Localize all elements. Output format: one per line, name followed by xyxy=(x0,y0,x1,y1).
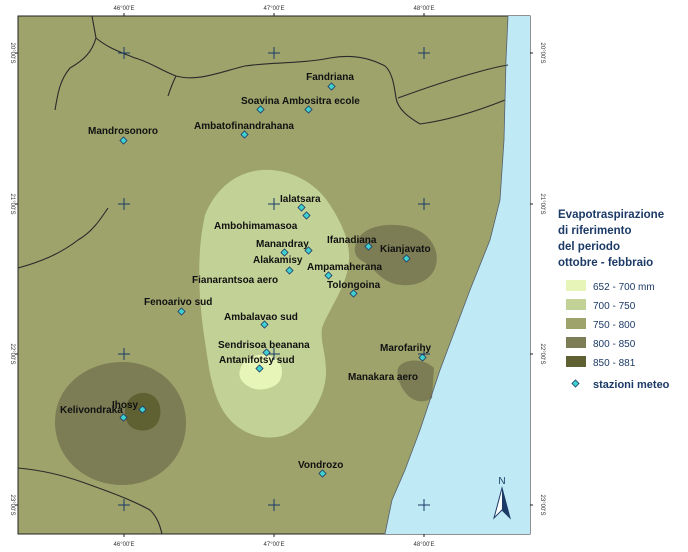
legend-class-700-750: 700 - 750 xyxy=(593,301,636,312)
north-arrow-label: N xyxy=(498,476,505,487)
legend-swatch-750-800 xyxy=(566,318,586,329)
lat-label-22-left: 22°00'S xyxy=(9,344,15,365)
station-label: Mandrosonoro xyxy=(88,126,158,137)
lat-label-20-right: 20°00'S xyxy=(539,43,545,64)
legend-class-850-881: 850 - 881 xyxy=(593,358,636,369)
zone-800-850-southwest xyxy=(55,362,186,485)
station-label: Tolongoina xyxy=(327,280,381,291)
station-ampamaherana[interactable]: Ampamaherana xyxy=(307,262,382,280)
legend-class-652-700: 652 - 700 mm xyxy=(593,282,655,293)
north-arrow: N xyxy=(493,476,511,520)
lon-label-47-bottom: 47°00'E xyxy=(264,542,285,548)
sea-area xyxy=(385,16,530,534)
station-ambatofinandrahana[interactable]: Ambatofinandrahana xyxy=(194,121,294,139)
station-label: Vondrozo xyxy=(298,460,343,471)
lat-label-23-right: 23°00'S xyxy=(539,495,545,516)
station-ambohimamasoa[interactable]: Ambohimamasoa xyxy=(214,221,298,232)
station-ialatsara[interactable]: Ialatsara xyxy=(280,194,321,220)
lon-label-47-top: 47°00'E xyxy=(264,6,285,12)
station-sendrisoa-beanana[interactable]: Sendrisoa beanana xyxy=(218,340,310,357)
station-tolongoina[interactable]: Tolongoina xyxy=(327,280,381,298)
station-kianjavato[interactable]: Kianjavato xyxy=(380,244,431,263)
station-label: Ihosy xyxy=(112,400,139,411)
station-marofarihy[interactable]: Marofarihy xyxy=(380,343,432,362)
lat-label-23-left: 23°00'S xyxy=(9,495,15,516)
station-soavina[interactable]: Soavina xyxy=(241,96,280,114)
station-label: Sendrisoa beanana xyxy=(218,340,310,351)
lat-label-20-left: 20°00'S xyxy=(9,43,15,64)
station-label: Fenoarivo sud xyxy=(144,297,212,308)
station-manandray[interactable]: Manandray xyxy=(256,239,313,257)
station-label: Ifanadiana xyxy=(327,235,377,246)
station-ambositra-ecole[interactable]: Ambositra ecole xyxy=(282,96,360,114)
zone-800-850-manakara xyxy=(397,360,434,402)
legend-title-line-4: ottobre - febbraio xyxy=(558,257,653,269)
boundaries xyxy=(17,15,509,535)
station-alakamisy[interactable]: Alakamisy xyxy=(253,255,303,275)
zone-652-700-central xyxy=(239,354,282,390)
legend-station-label: stazioni meteo xyxy=(593,379,670,391)
station-label: Fandriana xyxy=(306,72,354,83)
lon-label-48-bottom: 48°00'E xyxy=(414,542,435,548)
coastline xyxy=(384,15,509,535)
lat-label-21-left: 21°00'S xyxy=(9,194,15,215)
legend-swatch-652-700 xyxy=(566,280,586,291)
station-label: Ialatsara xyxy=(280,194,321,205)
lon-label-48-top: 48°00'E xyxy=(414,6,435,12)
legend-swatch-850-881 xyxy=(566,356,586,367)
station-mandrosonoro[interactable]: Mandrosonoro xyxy=(88,126,158,145)
station-label: Antanifotsy sud xyxy=(219,355,295,366)
station-layer: Fandriana Soavina Ambositra ecole Mandro… xyxy=(60,72,432,478)
station-label: Soavina xyxy=(241,96,280,107)
station-label: Ambohimamasoa xyxy=(214,221,298,232)
station-label: Alakamisy xyxy=(253,255,303,266)
zone-700-750-central xyxy=(199,169,350,438)
station-manakara-aero[interactable]: Manakara aero xyxy=(348,372,418,383)
station-ifanadiana[interactable]: Ifanadiana xyxy=(327,235,377,251)
lon-label-46-top: 46°00'E xyxy=(114,6,135,12)
legend-swatch-700-750 xyxy=(566,299,586,310)
legend-swatch-800-850 xyxy=(566,337,586,348)
station-kelivondraka[interactable]: Kelivondraka xyxy=(60,405,128,422)
legend-station-symbol xyxy=(571,379,580,388)
station-label: Manandray xyxy=(256,239,309,250)
station-label: Fianarantsoa aero xyxy=(192,275,278,286)
station-label: Kianjavato xyxy=(380,244,431,255)
station-label: Marofarihy xyxy=(380,343,432,354)
station-label: Ampamaherana xyxy=(307,262,382,273)
station-fianarantsoa-aero[interactable]: Fianarantsoa aero xyxy=(192,275,278,286)
lon-label-46-bottom: 46°00'E xyxy=(114,542,135,548)
station-vondrozo[interactable]: Vondrozo xyxy=(298,460,343,478)
station-fandriana[interactable]: Fandriana xyxy=(306,72,354,91)
lat-label-21-right: 21°00'S xyxy=(539,194,545,215)
station-label: Ambalavao sud xyxy=(224,312,298,323)
legend: Evapotraspirazione di riferimento del pe… xyxy=(558,209,670,391)
legend-title-line-1: Evapotraspirazione xyxy=(558,209,664,221)
zone-800-850-kianjavato xyxy=(354,224,437,286)
frame-ticks xyxy=(15,13,533,537)
station-ambalavao-sud[interactable]: Ambalavao sud xyxy=(224,312,298,329)
station-antanifotsy-sud[interactable]: Antanifotsy sud xyxy=(219,355,295,373)
station-ihosy[interactable]: Ihosy xyxy=(112,400,147,414)
lat-label-22-right: 22°00'S xyxy=(539,344,545,365)
legend-class-750-800: 750 - 800 xyxy=(593,320,636,331)
station-fenoarivo-sud[interactable]: Fenoarivo sud xyxy=(144,297,212,316)
station-label: Kelivondraka xyxy=(60,405,123,416)
station-label: Manakara aero xyxy=(348,372,418,383)
legend-title-line-2: di riferimento xyxy=(558,225,631,237)
station-label: Ambositra ecole xyxy=(282,96,360,107)
station-label: Ambatofinandrahana xyxy=(194,121,294,132)
legend-title-line-3: del periodo xyxy=(558,241,620,253)
legend-class-800-850: 800 - 850 xyxy=(593,339,636,350)
